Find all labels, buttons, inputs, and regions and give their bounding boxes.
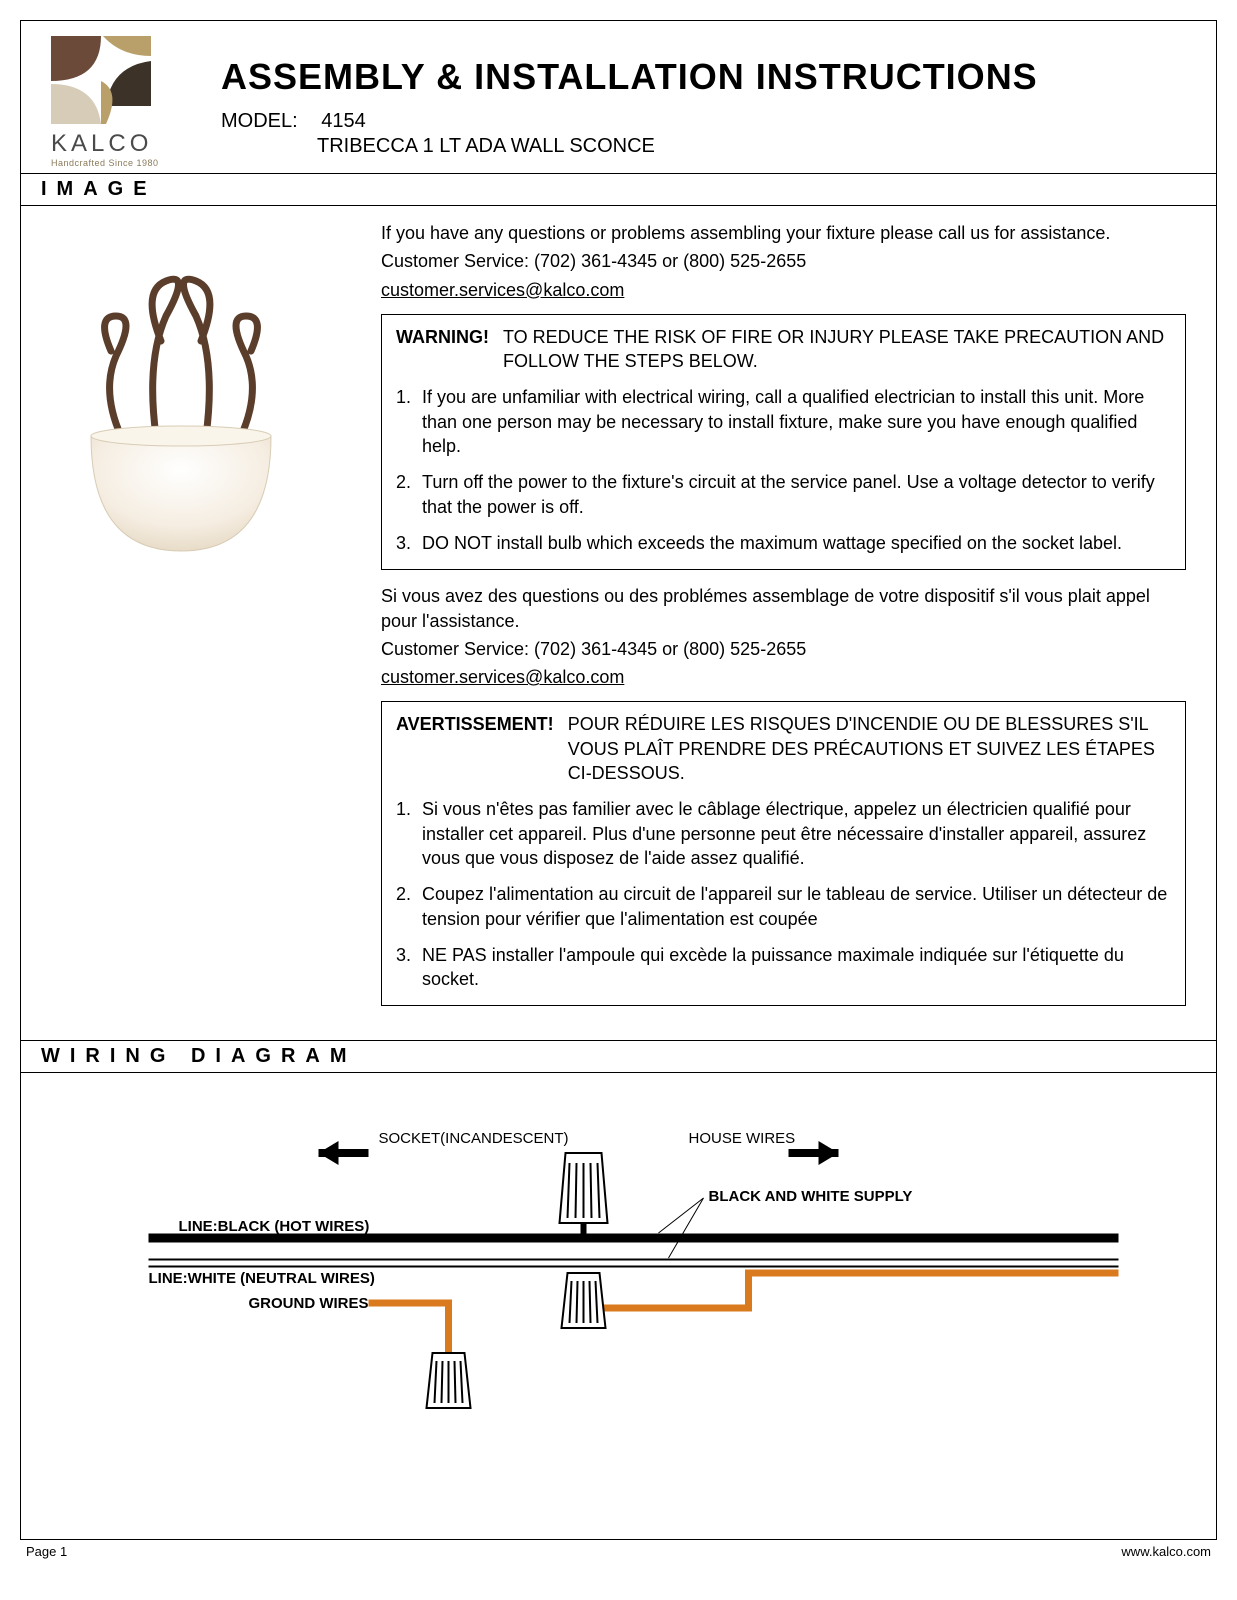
model-line: MODEL: 4154 [221, 110, 1038, 133]
section-bar-wiring: WIRING DIAGRAM [21, 1040, 1216, 1073]
footer-site: www.kalco.com [1121, 1544, 1211, 1559]
section-bar-image: IMAGE [21, 173, 1216, 206]
header: KALCO Handcrafted Since 1980 ASSEMBLY & … [21, 21, 1216, 173]
warning-step: DO NOT install bulb which exceeds the ma… [416, 531, 1171, 555]
wiring-label-black: LINE:BLACK (HOT WIRES) [179, 1218, 370, 1235]
wire-connector-icon [427, 1353, 471, 1408]
footer: Page 1 www.kalco.com [20, 1540, 1217, 1559]
header-text: ASSEMBLY & INSTALLATION INSTRUCTIONS MOD… [191, 36, 1038, 158]
model-label: MODEL: [221, 110, 316, 132]
ground-wire [369, 1273, 1119, 1353]
warning-step: If you are unfamiliar with electrical wi… [416, 385, 1171, 458]
warning-head-en: WARNING! TO REDUCE THE RISK OF FIRE OR I… [396, 325, 1171, 374]
main-title: ASSEMBLY & INSTALLATION INSTRUCTIONS [221, 56, 1038, 98]
warning-box-fr: AVERTISSEMENT! POUR RÉDUIRE LES RISQUES … [381, 701, 1186, 1006]
logo-icon [51, 36, 151, 126]
model-number: 4154 [321, 110, 366, 132]
wiring-diagram: SOCKET(INCANDESCENT) HOUSE WIRES BLACK A… [51, 1093, 1186, 1413]
warning-label-fr: AVERTISSEMENT! [396, 712, 568, 785]
warning-step: Si vous n'êtes pas familier avec le câbl… [416, 797, 1171, 870]
intro-en-line2: Customer Service: (702) 361-4345 or (800… [381, 249, 1186, 273]
intro-en-line1: If you have any questions or problems as… [381, 221, 1186, 245]
warning-step: Coupez l'alimentation au circuit de l'ap… [416, 882, 1171, 931]
wiring-label-ground: GROUND WIRES [249, 1295, 369, 1312]
warning-text-en: TO REDUCE THE RISK OF FIRE OR INJURY PLE… [503, 325, 1171, 374]
intro-en-email[interactable]: customer.services@kalco.com [381, 280, 624, 300]
warning-steps-en: If you are unfamiliar with electrical wi… [396, 385, 1171, 555]
logo-tagline: Handcrafted Since 1980 [51, 158, 191, 168]
wiring-label-socket: SOCKET(INCANDESCENT) [379, 1130, 569, 1147]
logo-brand-text: KALCO [51, 130, 191, 158]
image-section: If you have any questions or problems as… [21, 206, 1216, 1040]
logo-block: KALCO Handcrafted Since 1980 [51, 36, 191, 168]
product-image-column [51, 221, 381, 1020]
warning-label-en: WARNING! [396, 325, 503, 374]
footer-page: Page 1 [26, 1544, 67, 1559]
intro-fr-line2: Customer Service: (702) 361-4345 or (800… [381, 637, 1186, 661]
wire-connector-icon [560, 1153, 608, 1235]
wire-connector-icon [562, 1273, 606, 1328]
product-illustration [51, 261, 311, 571]
wiring-section: SOCKET(INCANDESCENT) HOUSE WIRES BLACK A… [21, 1073, 1216, 1438]
warning-steps-fr: Si vous n'êtes pas familier avec le câbl… [396, 797, 1171, 991]
intro-fr-email[interactable]: customer.services@kalco.com [381, 667, 624, 687]
warning-step: Turn off the power to the fixture's circ… [416, 470, 1171, 519]
wiring-label-supply: BLACK AND WHITE SUPPLY [709, 1188, 913, 1205]
warning-text-fr: POUR RÉDUIRE LES RISQUES D'INCENDIE OU D… [568, 712, 1171, 785]
wiring-label-house: HOUSE WIRES [689, 1130, 796, 1147]
instructions-column: If you have any questions or problems as… [381, 221, 1186, 1020]
intro-fr-line1: Si vous avez des questions ou des problé… [381, 584, 1186, 633]
wiring-label-white: LINE:WHITE (NEUTRAL WIRES) [149, 1270, 375, 1287]
warning-head-fr: AVERTISSEMENT! POUR RÉDUIRE LES RISQUES … [396, 712, 1171, 785]
model-description: TRIBECCA 1 LT ADA WALL SCONCE [221, 135, 1038, 158]
warning-box-en: WARNING! TO REDUCE THE RISK OF FIRE OR I… [381, 314, 1186, 570]
warning-step: NE PAS installer l'ampoule qui excède la… [416, 943, 1171, 992]
page-container: KALCO Handcrafted Since 1980 ASSEMBLY & … [20, 20, 1217, 1540]
